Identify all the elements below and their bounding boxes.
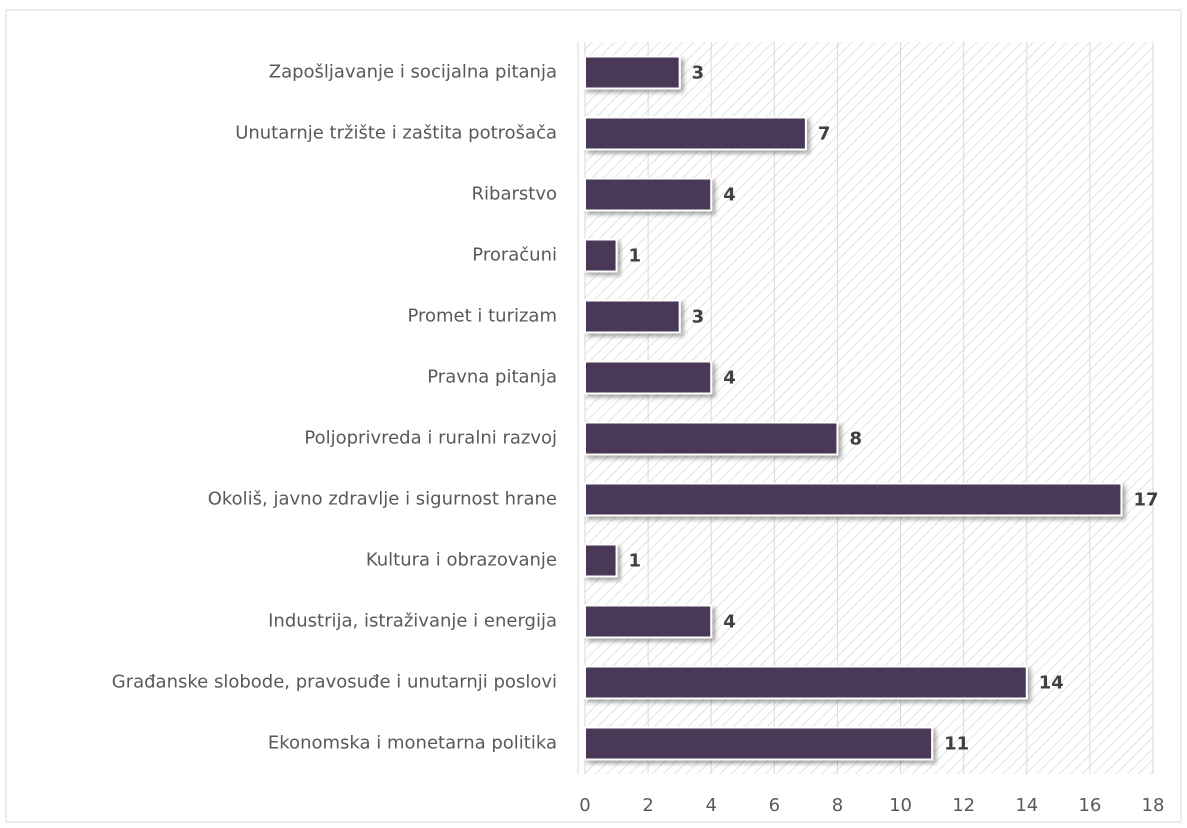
y-tick-label: Poljoprivreda i ruralni razvoj	[304, 428, 557, 449]
value-label: 4	[723, 368, 736, 389]
y-tick-label: Pravna pitanja	[427, 367, 557, 388]
y-tick-label: Unutarnje tržište i zaštita potrošača	[235, 123, 557, 144]
value-label: 1	[629, 246, 642, 267]
bar	[584, 177, 713, 212]
x-tick-label: 6	[769, 795, 780, 816]
value-label: 3	[692, 63, 705, 84]
bar	[584, 238, 618, 273]
bar	[584, 55, 681, 90]
x-tick-label: 4	[705, 795, 716, 816]
bar	[584, 543, 618, 578]
y-tick-label: Ribarstvo	[472, 184, 557, 205]
y-tick-label: Kultura i obrazovanje	[366, 550, 557, 571]
y-tick-label: Proračuni	[472, 245, 557, 266]
plot-area	[585, 42, 1153, 774]
x-tick-label: 10	[889, 795, 912, 816]
x-tick-label: 18	[1142, 795, 1165, 816]
value-label: 1	[629, 551, 642, 572]
x-tick-label: 14	[1015, 795, 1038, 816]
value-label: 8	[849, 429, 862, 450]
y-tick-label: Ekonomska i monetarna politika	[268, 733, 557, 754]
value-label: 3	[692, 307, 705, 328]
x-tick-label: 0	[579, 795, 590, 816]
bar	[584, 299, 681, 334]
y-tick-label: Građanske slobode, pravosuđe i unutarnji…	[112, 672, 557, 693]
bar	[584, 116, 807, 151]
bar	[584, 482, 1123, 517]
value-label: 4	[723, 185, 736, 206]
x-tick-label: 12	[952, 795, 975, 816]
y-tick-label: Industrija, istraživanje i energija	[268, 611, 557, 632]
chart-border	[5, 9, 1182, 823]
value-label: 11	[944, 734, 969, 755]
bar	[584, 726, 934, 761]
value-label: 14	[1039, 673, 1064, 694]
bar	[584, 421, 839, 456]
y-tick-label: Zapošljavanje i socijalna pitanja	[269, 62, 557, 83]
bar	[584, 604, 713, 639]
x-tick-label: 8	[832, 795, 843, 816]
value-label: 7	[818, 124, 831, 145]
bar	[584, 360, 713, 395]
y-tick-label: Okoliš, javno zdravlje i sigurnost hrane	[208, 489, 557, 510]
x-tick-label: 16	[1078, 795, 1101, 816]
value-label: 17	[1133, 490, 1158, 511]
bar	[584, 665, 1028, 700]
value-label: 4	[723, 612, 736, 633]
y-tick-label: Promet i turizam	[407, 306, 557, 327]
x-tick-label: 2	[642, 795, 653, 816]
